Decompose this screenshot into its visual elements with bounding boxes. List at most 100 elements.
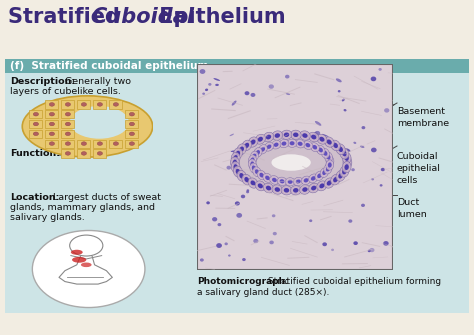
Ellipse shape [319,183,325,188]
Ellipse shape [281,186,292,195]
Ellipse shape [272,178,277,182]
Ellipse shape [263,132,274,142]
Ellipse shape [310,143,319,152]
Text: Cuboidal: Cuboidal [91,7,194,27]
Ellipse shape [322,170,327,175]
Ellipse shape [237,171,246,181]
Ellipse shape [311,186,317,190]
Ellipse shape [255,181,265,191]
Ellipse shape [309,219,312,222]
Ellipse shape [251,93,255,97]
Ellipse shape [326,166,330,172]
Ellipse shape [287,139,297,147]
Ellipse shape [251,157,255,162]
Bar [77,140,90,148]
Ellipse shape [258,137,263,142]
Ellipse shape [381,168,385,171]
Ellipse shape [253,239,258,243]
Ellipse shape [257,170,266,180]
Ellipse shape [274,143,279,147]
Ellipse shape [234,164,238,170]
Bar [61,140,74,148]
Ellipse shape [274,187,280,192]
Ellipse shape [361,204,365,207]
Ellipse shape [338,90,341,92]
Ellipse shape [300,185,310,194]
Ellipse shape [251,181,255,186]
Ellipse shape [246,191,249,193]
Ellipse shape [324,178,334,188]
Ellipse shape [298,142,302,146]
Ellipse shape [227,166,231,170]
Circle shape [65,122,71,126]
Circle shape [65,132,71,136]
Text: Stratified cuboidal epithelium forming: Stratified cuboidal epithelium forming [265,277,441,286]
Bar [45,130,58,138]
Ellipse shape [319,148,323,152]
Ellipse shape [81,263,91,267]
Ellipse shape [304,178,309,183]
Bar [109,140,122,148]
Ellipse shape [302,187,308,192]
Ellipse shape [244,177,249,182]
Ellipse shape [290,141,294,145]
Ellipse shape [272,214,275,217]
Bar [125,140,138,148]
Ellipse shape [301,176,311,185]
Ellipse shape [383,241,389,246]
Ellipse shape [255,134,265,144]
Circle shape [82,152,86,155]
Bar [93,100,106,109]
Ellipse shape [284,133,289,137]
Ellipse shape [311,135,317,139]
Circle shape [129,132,135,136]
Ellipse shape [252,154,256,159]
Ellipse shape [256,150,260,155]
Bar [61,120,74,128]
Ellipse shape [266,186,271,190]
Ellipse shape [274,133,280,138]
Ellipse shape [231,161,240,173]
Bar [45,110,58,119]
Ellipse shape [338,173,343,179]
Ellipse shape [360,146,365,148]
Bar [61,130,74,138]
Ellipse shape [272,154,311,171]
Ellipse shape [70,106,129,139]
Ellipse shape [371,148,377,152]
Text: a salivary gland duct (285×).: a salivary gland duct (285×). [197,288,329,297]
Ellipse shape [264,142,273,151]
Ellipse shape [248,137,258,147]
Ellipse shape [272,185,283,194]
Ellipse shape [324,152,332,162]
Ellipse shape [331,140,340,151]
Ellipse shape [336,144,345,155]
Ellipse shape [251,139,255,145]
Ellipse shape [317,134,327,144]
Ellipse shape [252,165,256,171]
Ellipse shape [342,99,345,102]
Ellipse shape [282,141,286,146]
Ellipse shape [312,145,317,149]
Ellipse shape [345,160,349,165]
Circle shape [49,113,55,116]
Circle shape [113,103,118,106]
Bar [29,130,42,138]
Ellipse shape [200,258,204,262]
Ellipse shape [202,92,205,95]
Ellipse shape [326,160,334,170]
Ellipse shape [293,177,303,186]
Ellipse shape [200,69,205,74]
Ellipse shape [315,131,320,136]
Ellipse shape [314,132,318,137]
Ellipse shape [351,168,355,171]
Ellipse shape [236,151,240,156]
Bar [77,100,90,109]
Ellipse shape [272,131,283,140]
Bar [125,130,138,138]
Ellipse shape [333,177,338,182]
Ellipse shape [309,174,318,183]
Ellipse shape [233,148,243,159]
Ellipse shape [248,178,258,188]
Circle shape [113,142,118,145]
